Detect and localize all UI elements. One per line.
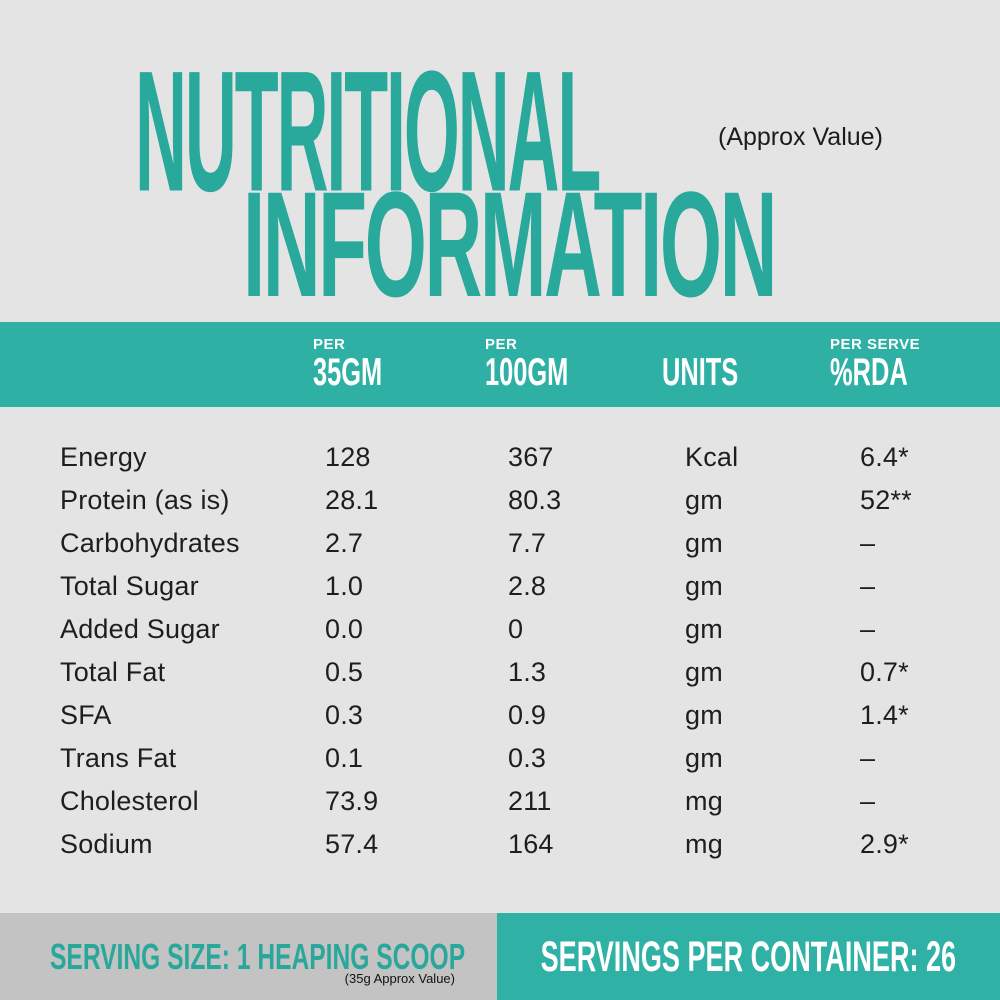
- serving-size-text: SERVING SIZE: 1 HEAPING SCOOP: [50, 937, 466, 978]
- row-label: Energy: [60, 442, 147, 472]
- value-per-35gm: 73.9: [325, 786, 379, 816]
- rda-value: 2.9*: [860, 829, 909, 859]
- row-label: Total Sugar: [60, 571, 199, 601]
- value-per-100gm: 80.3: [508, 485, 562, 515]
- value-per-35gm: 0.1: [325, 743, 364, 773]
- value-per-35gm: 128: [325, 442, 371, 472]
- unit-value: gm: [685, 657, 723, 687]
- table-header-band: PER 35GM PER 100GM UNITS PER SERVE %RDA: [0, 322, 1000, 407]
- column-label: 35GM: [313, 349, 383, 394]
- rda-value: 1.4*: [860, 700, 909, 730]
- serving-size-note: (35g Approx Value): [344, 971, 455, 986]
- column-kicker: PER: [485, 336, 518, 353]
- table-row: Energy 128 367 Kcal 6.4*: [0, 436, 1000, 479]
- value-per-35gm: 0.3: [325, 700, 364, 730]
- value-per-100gm: 211: [508, 786, 552, 816]
- unit-value: mg: [685, 786, 723, 816]
- row-label: Protein (as is): [60, 485, 230, 515]
- row-label: Trans Fat: [60, 743, 177, 773]
- value-per-100gm: 164: [508, 829, 554, 859]
- rda-value: –: [860, 614, 876, 644]
- rda-value: 52**: [860, 485, 912, 515]
- column-kicker: PER SERVE: [830, 336, 921, 353]
- rda-value: 6.4*: [860, 442, 909, 472]
- value-per-35gm: 2.7: [325, 528, 364, 558]
- value-per-35gm: 57.4: [325, 829, 379, 859]
- column-header-per-100gm: PER 100GM: [485, 337, 587, 391]
- value-per-100gm: 0.3: [508, 743, 547, 773]
- unit-value: gm: [685, 528, 723, 558]
- serving-size-band: SERVING SIZE: 1 HEAPING SCOOP (35g Appro…: [0, 913, 497, 1000]
- unit-value: gm: [685, 571, 723, 601]
- servings-per-container-band: SERVINGS PER CONTAINER: 26: [497, 913, 1000, 1000]
- row-label: SFA: [60, 700, 112, 730]
- rda-value: 0.7*: [860, 657, 909, 687]
- title-line-1: NUTRITIONAL: [135, 35, 601, 229]
- unit-value: gm: [685, 700, 723, 730]
- unit-value: Kcal: [685, 442, 739, 472]
- value-per-35gm: 28.1: [325, 485, 379, 515]
- row-label: Carbohydrates: [60, 528, 240, 558]
- row-label: Total Fat: [60, 657, 166, 687]
- rda-value: –: [860, 743, 876, 773]
- value-per-35gm: 1.0: [325, 571, 364, 601]
- unit-value: gm: [685, 485, 723, 515]
- value-per-100gm: 1.3: [508, 657, 547, 687]
- title-line-2: INFORMATION: [243, 161, 777, 329]
- table-row: Total Sugar 1.0 2.8 gm –: [0, 565, 1000, 608]
- table-row: Cholesterol 73.9 211 mg –: [0, 780, 1000, 823]
- value-per-100gm: 2.8: [508, 571, 547, 601]
- column-label: UNITS: [662, 349, 739, 394]
- column-label: 100GM: [485, 349, 569, 394]
- table-row: Carbohydrates 2.7 7.7 gm –: [0, 522, 1000, 565]
- unit-value: gm: [685, 743, 723, 773]
- rda-value: –: [860, 786, 876, 816]
- unit-value: mg: [685, 829, 723, 859]
- unit-value: gm: [685, 614, 723, 644]
- rda-value: –: [860, 528, 876, 558]
- row-label: Sodium: [60, 829, 153, 859]
- column-kicker: PER: [313, 336, 346, 353]
- table-row: Sodium 57.4 164 mg 2.9*: [0, 823, 1000, 866]
- row-label: Cholesterol: [60, 786, 199, 816]
- servings-per-container-text: SERVINGS PER CONTAINER: 26: [540, 932, 957, 981]
- table-row: Added Sugar 0.0 0 gm –: [0, 608, 1000, 651]
- value-per-35gm: 0.5: [325, 657, 364, 687]
- table-row: SFA 0.3 0.9 gm 1.4*: [0, 694, 1000, 737]
- nutrition-table: Energy 128 367 Kcal 6.4* Protein (as is)…: [0, 407, 1000, 866]
- row-label: Added Sugar: [60, 614, 220, 644]
- value-per-100gm: 7.7: [508, 528, 547, 558]
- column-header-rda: PER SERVE %RDA: [830, 337, 925, 391]
- column-header-per-35gm: PER 35GM: [313, 337, 397, 391]
- title-approx-note: (Approx Value): [718, 123, 883, 151]
- value-per-100gm: 0.9: [508, 700, 547, 730]
- column-header-units: UNITS: [662, 351, 755, 391]
- value-per-35gm: 0.0: [325, 614, 364, 644]
- table-row: Total Fat 0.5 1.3 gm 0.7*: [0, 651, 1000, 694]
- rda-value: –: [860, 571, 876, 601]
- table-row: Trans Fat 0.1 0.3 gm –: [0, 737, 1000, 780]
- column-label: %RDA: [830, 349, 908, 394]
- table-row: Protein (as is) 28.1 80.3 gm 52**: [0, 479, 1000, 522]
- value-per-100gm: 0: [508, 614, 524, 644]
- value-per-100gm: 367: [508, 442, 554, 472]
